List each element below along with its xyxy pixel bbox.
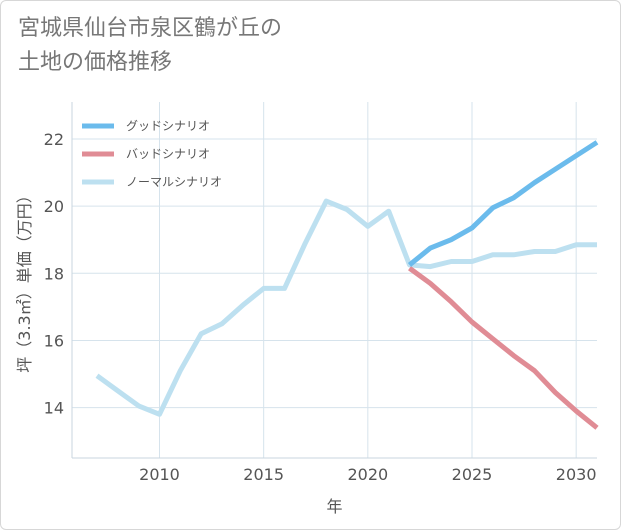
x-tick-2025: 2025 (452, 465, 493, 484)
chart-title: 宮城県仙台市泉区鶴が丘の 土地の価格推移 (18, 12, 282, 80)
series-layer (95, 140, 599, 430)
y-tick-20: 20 (44, 197, 64, 216)
y-tick-22: 22 (44, 130, 64, 149)
series-line-1 (408, 266, 599, 430)
x-tick-2015: 2015 (243, 465, 284, 484)
x-tick-2010: 2010 (139, 465, 180, 484)
y-tick-16: 16 (44, 331, 64, 350)
series-line-2 (95, 198, 597, 417)
legend-label-0: グッドシナリオ (126, 119, 210, 133)
plot-area (71, 102, 597, 459)
legend-label-2: ノーマルシナリオ (126, 175, 222, 189)
grid-lines (72, 102, 597, 458)
x-axis-title: 年 (326, 497, 342, 516)
legend-label-1: バッドシナリオ (126, 147, 210, 161)
chart-title-line-2: 土地の価格推移 (18, 50, 173, 75)
y-axis-title: 坪（3.3㎡）単価（万円） (15, 187, 34, 372)
x-tick-2030: 2030 (556, 465, 597, 484)
tick-labels: 2010 2015 2020 2025 2030 14 16 18 20 22 (44, 130, 597, 484)
y-tick-18: 18 (44, 264, 64, 283)
y-tick-14: 14 (44, 399, 64, 418)
x-tick-2020: 2020 (347, 465, 388, 484)
chart-title-line-1: 宮城県仙台市泉区鶴が丘の (18, 16, 283, 41)
series-line-0 (407, 140, 599, 267)
